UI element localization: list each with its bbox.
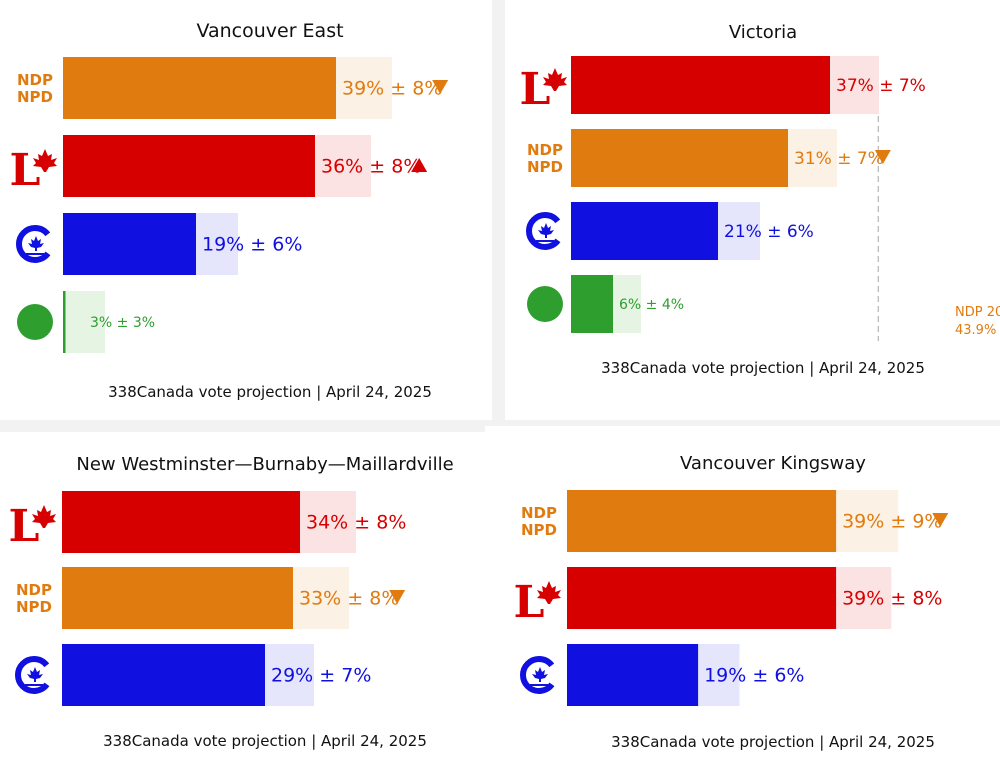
bar-cpc (571, 202, 718, 260)
chart-title: Vancouver Kingsway (680, 453, 866, 474)
value-label-cpc: 19% ± 6% (704, 665, 804, 687)
bar-cpc (567, 644, 699, 706)
value-label-lpc: 36% ± 8% (321, 156, 421, 178)
logo-gpc (527, 286, 563, 322)
reference-label-party: NDP 2021 (955, 305, 1000, 320)
maple-leaf-icon (543, 68, 567, 91)
conservative-c-ring (16, 225, 54, 263)
chart-panel-victoria: Victoria NDP 2021 43.9% 37% ± 7% L 31% ± 7% ND… (505, 0, 1000, 420)
maple-leaf-icon (28, 236, 44, 251)
green-circle (17, 304, 53, 340)
bar-cpc (63, 213, 196, 275)
conservative-c-ring (526, 212, 564, 250)
maple-leaf-icon (537, 581, 561, 604)
ndp-logo-text-en: NDP (521, 504, 557, 522)
logo-lpc: L (520, 64, 567, 115)
maple-leaf-icon (27, 667, 43, 682)
value-label-lpc: 34% ± 8% (306, 512, 406, 534)
liberal-logo-letter: L (520, 64, 551, 115)
ndp-logo-text-en: NDP (17, 71, 53, 89)
bar-lpc (567, 567, 837, 629)
value-label-cpc: 19% ± 6% (202, 234, 302, 256)
chart-svg: New Westminster—Burnaby—Maillardville 34%… (9, 454, 454, 750)
value-label-cpc: 21% ± 6% (724, 222, 814, 242)
trend-down-icon (874, 150, 891, 164)
logo-cpc (520, 656, 558, 694)
conservative-underline (26, 253, 44, 255)
maple-leaf-icon (32, 505, 56, 528)
source-note: 338Canada vote projection | April 24, 20… (108, 383, 432, 401)
trend-down-icon (932, 513, 949, 527)
liberal-logo-letter: L (9, 501, 40, 552)
bar-gpc (63, 291, 66, 353)
source-note: 338Canada vote projection | April 24, 20… (601, 359, 925, 377)
error-band-gpc (63, 291, 105, 353)
bar-lpc (63, 135, 315, 197)
bar-gpc (571, 275, 613, 333)
bar-cpc (62, 644, 265, 706)
value-label-ndp: 31% ± 7% (794, 149, 884, 169)
logo-lpc: L (9, 501, 56, 552)
ndp-logo-text-fr: NPD (527, 158, 563, 176)
chart-title: Victoria (729, 22, 797, 43)
liberal-logo-letter: L (10, 145, 41, 196)
value-label-gpc: 6% ± 4% (619, 297, 684, 313)
ndp-logo-text-fr: NPD (521, 521, 557, 539)
chart-svg: Victoria NDP 2021 43.9% 37% ± 7% L 31% ± 7% ND… (520, 22, 1000, 377)
green-circle (527, 286, 563, 322)
bar-ndp (567, 490, 837, 552)
liberal-logo-letter: L (514, 577, 545, 628)
logo-lpc: L (10, 145, 57, 196)
trend-down-icon (389, 590, 406, 604)
maple-leaf-icon (33, 149, 57, 172)
ndp-logo-text-en: NDP (16, 581, 52, 599)
value-label-lpc: 39% ± 8% (842, 588, 942, 610)
conservative-underline (536, 240, 554, 242)
ndp-logo-text-fr: NPD (16, 598, 52, 616)
ndp-logo-text-en: NDP (527, 141, 563, 159)
chart-panel-vancouver-east: Vancouver East 39% ± 8% NDP NPD 36% ± 8% L 19%… (0, 0, 492, 420)
bar-ndp (63, 57, 336, 119)
source-note: 338Canada vote projection | April 24, 20… (611, 733, 935, 751)
conservative-underline (25, 684, 43, 686)
maple-leaf-icon (532, 667, 548, 682)
reference-label-value: 43.9% (955, 323, 996, 338)
chart-title: Vancouver East (196, 20, 343, 42)
value-label-cpc: 29% ± 7% (271, 665, 371, 687)
value-label-ndp: 39% ± 9% (842, 511, 942, 533)
value-label-gpc: 3% ± 3% (90, 315, 155, 331)
conservative-underline (530, 684, 548, 686)
value-label-ndp: 33% ± 8% (299, 588, 399, 610)
source-note: 338Canada vote projection | April 24, 20… (103, 732, 427, 750)
conservative-c-ring (520, 656, 558, 694)
chart-panel-vancouver-kingsway: Vancouver Kingsway 39% ± 9% NDP NPD 39% ± 8%… (485, 426, 1000, 776)
logo-cpc (526, 212, 564, 250)
value-label-ndp: 39% ± 8% (342, 78, 442, 100)
bar-ndp (62, 567, 293, 629)
logo-cpc (16, 225, 54, 263)
logo-gpc (17, 304, 53, 340)
ndp-logo-text-fr: NPD (17, 88, 53, 106)
trend-down-icon (432, 80, 449, 94)
conservative-c-ring (15, 656, 53, 694)
chart-title: New Westminster—Burnaby—Maillardville (76, 454, 453, 475)
maple-leaf-icon (538, 223, 554, 238)
bar-lpc (62, 491, 300, 553)
chart-panel-new-westminster: New Westminster—Burnaby—Maillardville 34%… (0, 432, 492, 776)
bar-ndp (571, 129, 788, 187)
logo-lpc: L (514, 577, 561, 628)
trend-up-icon (411, 158, 428, 172)
logo-cpc (15, 656, 53, 694)
value-label-lpc: 37% ± 7% (836, 76, 926, 96)
bar-lpc (571, 56, 830, 114)
